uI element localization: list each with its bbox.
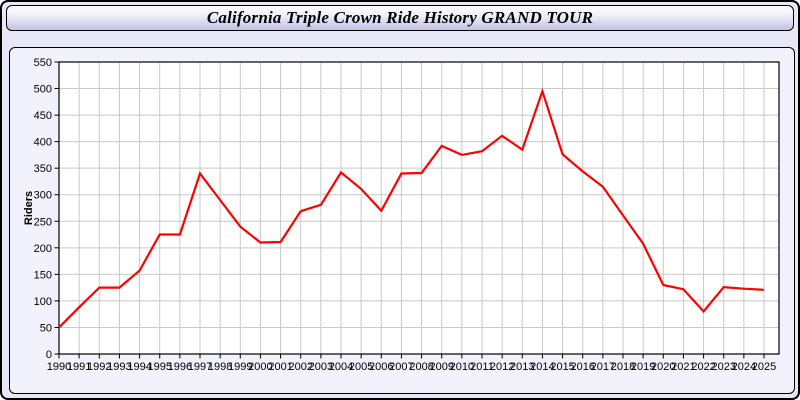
svg-text:150: 150	[34, 269, 52, 281]
svg-text:200: 200	[34, 243, 52, 255]
svg-text:2020: 2020	[651, 361, 675, 373]
svg-text:1990: 1990	[47, 361, 71, 373]
svg-text:2008: 2008	[409, 361, 433, 373]
line-chart: 1990199119921993199419951996199719981999…	[34, 57, 780, 373]
svg-text:2006: 2006	[369, 361, 393, 373]
svg-text:2000: 2000	[248, 361, 272, 373]
svg-text:1999: 1999	[228, 361, 252, 373]
svg-text:100: 100	[34, 296, 52, 308]
svg-text:2018: 2018	[611, 361, 635, 373]
svg-text:2005: 2005	[349, 361, 373, 373]
svg-text:2019: 2019	[631, 361, 655, 373]
svg-text:1995: 1995	[147, 361, 171, 373]
svg-text:2022: 2022	[691, 361, 715, 373]
svg-text:2007: 2007	[389, 361, 413, 373]
svg-text:2014: 2014	[530, 361, 554, 373]
svg-text:350: 350	[34, 163, 52, 175]
svg-text:1993: 1993	[107, 361, 131, 373]
chart-panel: 1990 1991 1992 1993 1994 1995 1996 1997 1998 1999…	[9, 47, 795, 394]
svg-text:2023: 2023	[711, 361, 735, 373]
svg-text:2015: 2015	[550, 361, 574, 373]
svg-text:2024: 2024	[732, 361, 756, 373]
svg-text:500: 500	[34, 84, 52, 96]
svg-text:400: 400	[34, 137, 52, 149]
svg-text:250: 250	[34, 216, 52, 228]
svg-text:2003: 2003	[309, 361, 333, 373]
svg-text:1997: 1997	[188, 361, 212, 373]
svg-text:550: 550	[34, 57, 52, 69]
svg-text:1992: 1992	[87, 361, 111, 373]
svg-text:2021: 2021	[671, 361, 695, 373]
y-axis-label: Riders	[23, 190, 35, 226]
svg-text:2012: 2012	[490, 361, 514, 373]
svg-text:1996: 1996	[168, 361, 192, 373]
svg-text:300: 300	[34, 190, 52, 202]
svg-text:2016: 2016	[570, 361, 594, 373]
svg-text:1994: 1994	[127, 361, 151, 373]
chart-header: California Triple Crown Ride History GRA…	[6, 5, 794, 31]
svg-text:2002: 2002	[288, 361, 312, 373]
svg-text:450: 450	[34, 110, 52, 122]
svg-text:2017: 2017	[591, 361, 615, 373]
svg-text:0: 0	[46, 349, 52, 361]
svg-text:2004: 2004	[329, 361, 353, 373]
svg-text:1998: 1998	[208, 361, 232, 373]
svg-text:2025: 2025	[752, 361, 776, 373]
svg-text:2009: 2009	[429, 361, 453, 373]
svg-text:50: 50	[40, 322, 52, 334]
svg-text:2011: 2011	[470, 361, 494, 373]
svg-text:1991: 1991	[67, 361, 91, 373]
svg-text:2010: 2010	[450, 361, 474, 373]
svg-text:2001: 2001	[268, 361, 292, 373]
chart-title: California Triple Crown Ride History GRA…	[206, 8, 594, 27]
svg-text:2013: 2013	[510, 361, 534, 373]
